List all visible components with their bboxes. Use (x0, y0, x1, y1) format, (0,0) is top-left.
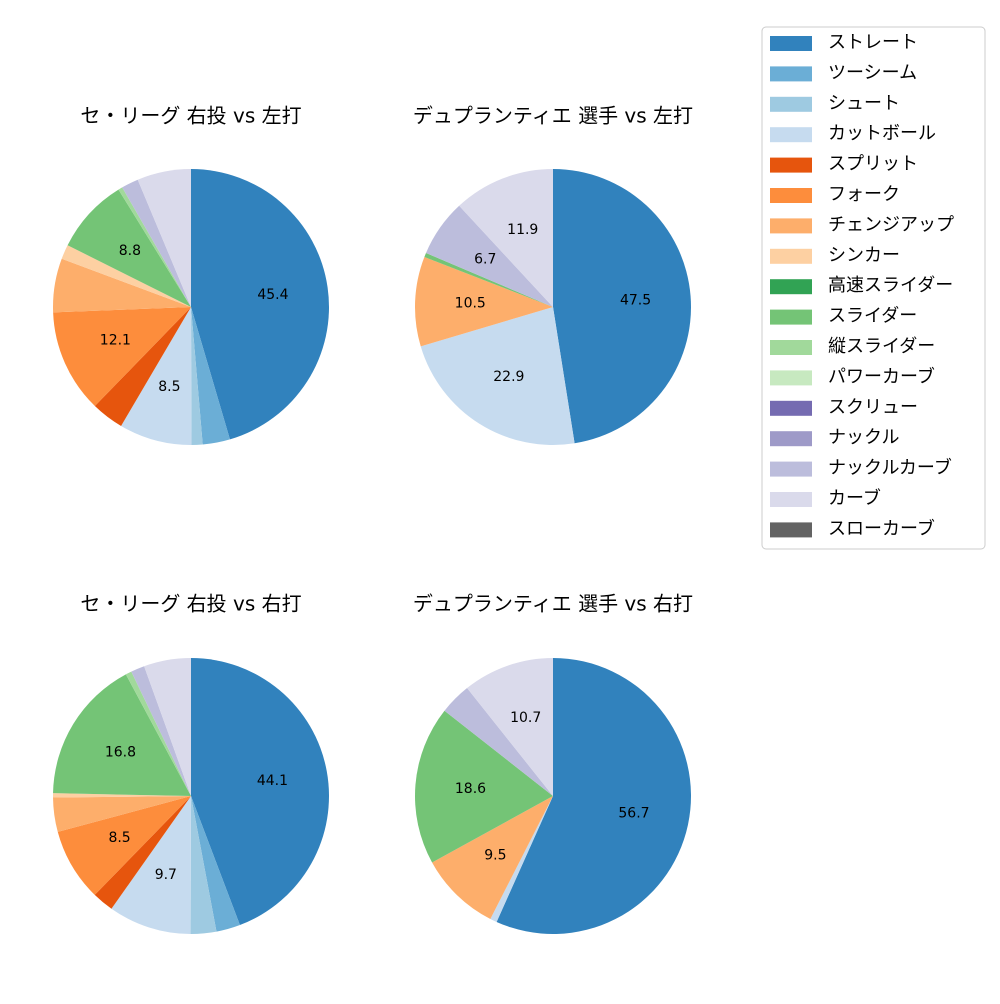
legend-label: ナックルカーブ (828, 457, 952, 479)
pie-slice (122, 179, 191, 307)
chart-title: デュプランティエ 選手 vs 左打 (413, 104, 693, 128)
value-label: 47.5 (620, 293, 651, 309)
pie-slice (191, 658, 329, 926)
pie-slice (415, 257, 553, 347)
legend-swatch (770, 248, 812, 264)
pie-slice (191, 307, 230, 445)
pie-slice (67, 189, 191, 307)
value-label: 10.5 (455, 296, 486, 312)
legend-label: ストレート (828, 32, 918, 53)
legend-label: ナックル (828, 427, 899, 448)
pie-slice (52, 793, 191, 798)
legend-swatch (770, 400, 812, 416)
pie-slice (118, 187, 191, 307)
value-label: 10.7 (510, 710, 541, 726)
legend-label: パワーカーブ (828, 365, 935, 387)
legend-label: カーブ (828, 487, 881, 509)
value-label: 11.9 (507, 222, 538, 238)
pie-slice (191, 307, 203, 445)
legend-swatch (770, 522, 812, 538)
value-label: 44.1 (257, 773, 288, 789)
pie-slice (53, 307, 192, 407)
legend-label: ツーシーム (828, 62, 917, 83)
pie-slice (432, 796, 553, 919)
legend-swatch (770, 36, 812, 51)
value-label: 9.7 (155, 867, 177, 883)
pie-slice (496, 658, 691, 934)
pie-slice (131, 666, 191, 796)
legend-swatch (770, 127, 812, 143)
value-label: 9.5 (484, 847, 506, 863)
pie-slice (426, 205, 553, 307)
legend-swatch (770, 309, 812, 325)
pie-slice (424, 252, 553, 307)
legend-label: スクリュー (828, 397, 918, 418)
legend-label: スプリット (828, 154, 918, 175)
legend-swatch (770, 461, 812, 477)
pie-slice (444, 688, 553, 796)
pie-slice (53, 674, 191, 796)
pie-slice (553, 169, 691, 444)
legend-swatch (770, 96, 812, 112)
legend-label: フォーク (828, 184, 900, 205)
legend-label: シンカー (828, 245, 900, 266)
legend-swatch (770, 431, 812, 447)
pie-slice (144, 658, 191, 796)
pie-slice (191, 169, 330, 440)
value-label: 12.1 (100, 333, 131, 349)
value-label: 8.5 (158, 379, 180, 395)
legend-swatch (770, 188, 812, 203)
pie-slice (490, 796, 553, 922)
pie-slice (53, 258, 191, 313)
value-label: 6.7 (474, 251, 496, 267)
chart-title: デュプランティエ 選手 vs 右打 (413, 592, 693, 616)
chart-title: セ・リーグ 右投 vs 左打 (80, 104, 301, 128)
legend-label: チェンジアップ (828, 214, 954, 235)
legend-label: カットボール (828, 123, 936, 144)
pie-slice (459, 169, 553, 307)
pie-slice (111, 796, 191, 934)
pie-slice (125, 671, 191, 796)
pie-slice (420, 307, 575, 445)
pie-slice (53, 796, 191, 832)
value-label: 45.4 (257, 287, 288, 303)
legend-box (761, 26, 986, 550)
value-label: 8.8 (119, 243, 141, 259)
legend-swatch (770, 279, 812, 295)
pie-slice (121, 307, 192, 445)
pie-slice (57, 796, 192, 895)
value-label: 16.8 (105, 745, 136, 761)
legend-label: シュート (828, 93, 900, 114)
pie-slice (467, 658, 553, 796)
legend-swatch (770, 218, 812, 234)
pie-slice (61, 245, 191, 307)
pie-slice (414, 710, 553, 863)
pie-slice (94, 307, 191, 426)
legend-label: スライダー (828, 306, 917, 327)
legend-swatch (770, 157, 812, 173)
legend-swatch (770, 370, 812, 386)
value-label: 56.7 (618, 805, 649, 821)
pie-slice (94, 796, 191, 909)
legend-label: 高速スライダー (828, 275, 953, 296)
chart-title: セ・リーグ 右投 vs 右打 (80, 592, 301, 616)
value-label: 22.9 (493, 369, 524, 385)
legend-swatch (770, 340, 812, 355)
pie-slice (190, 796, 217, 934)
legend-swatch (770, 492, 812, 507)
value-label: 18.6 (455, 781, 486, 797)
value-label: 8.5 (108, 830, 130, 846)
legend-swatch (770, 66, 812, 82)
legend-label: 縦スライダー (828, 336, 935, 357)
legend-label: スローカーブ (828, 517, 935, 539)
pie-slice (191, 796, 240, 932)
pie-slice (137, 169, 191, 307)
